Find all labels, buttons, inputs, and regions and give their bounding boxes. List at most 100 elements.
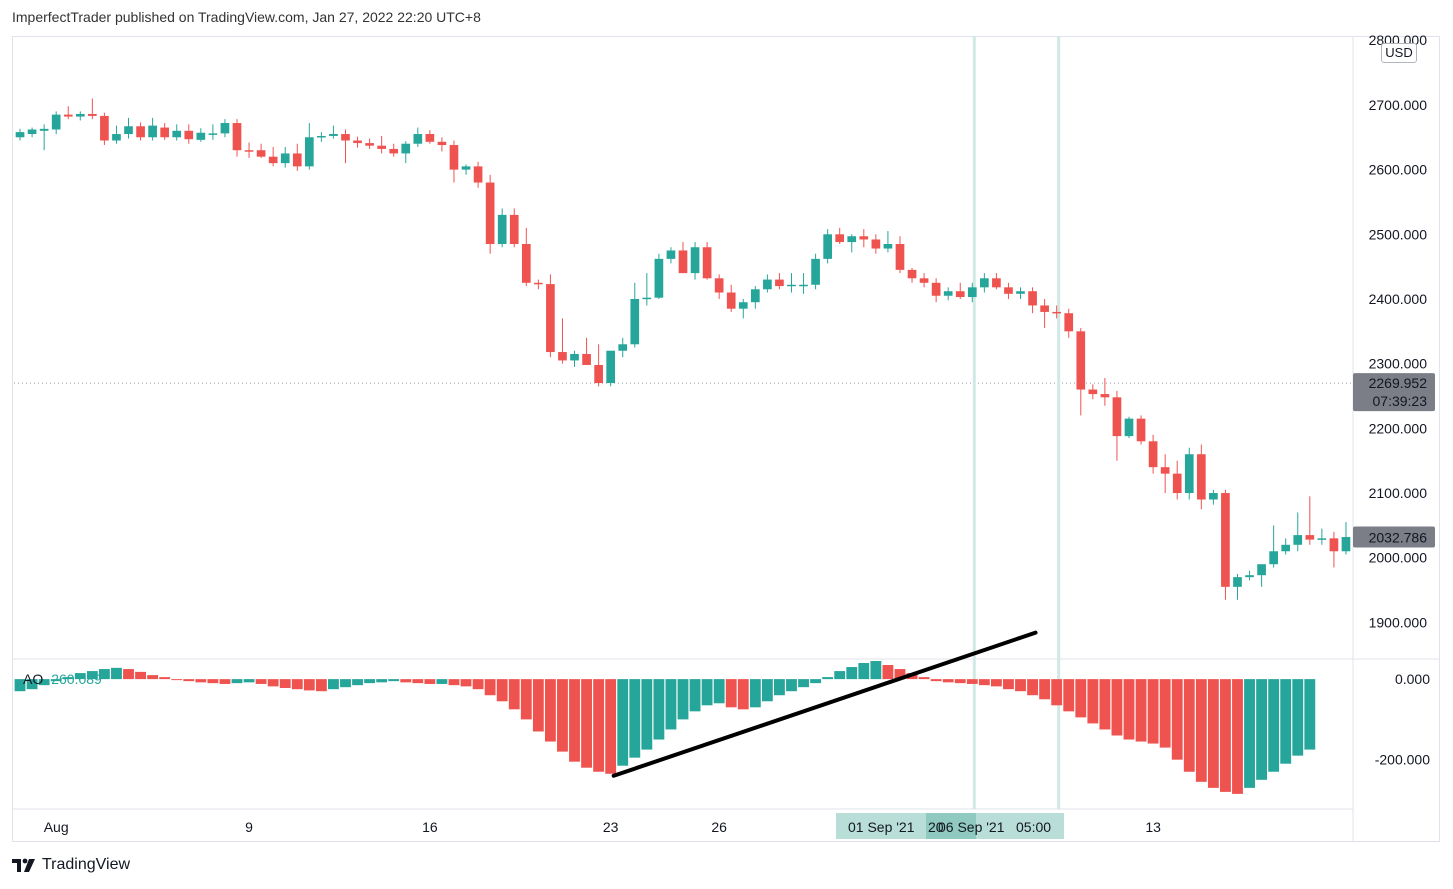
candle-body xyxy=(521,244,531,283)
crosshair-date-2: 06 Sep '21 xyxy=(938,819,1005,835)
candle-body xyxy=(1172,473,1182,494)
candle-body xyxy=(304,137,314,167)
ao-bar xyxy=(761,679,773,702)
candle-body xyxy=(1028,291,1037,306)
candle-body xyxy=(329,134,338,136)
time-tick-label: 13 xyxy=(1145,819,1161,835)
candle-body xyxy=(1124,418,1134,437)
ao-bar xyxy=(412,679,424,684)
marker-price-value: 2032.786 xyxy=(1369,530,1428,546)
time-tick-label: 26 xyxy=(711,819,727,835)
ao-bar xyxy=(183,679,195,682)
ao-bar xyxy=(569,679,580,762)
footer-brand-text: TradingView xyxy=(42,856,131,873)
ao-bar xyxy=(1171,679,1183,760)
candle-body xyxy=(292,153,302,167)
candle-body xyxy=(871,239,881,249)
ao-bar xyxy=(424,679,436,684)
candle-body xyxy=(256,150,266,157)
candle-body xyxy=(546,284,555,353)
candle-body xyxy=(630,298,640,345)
candle-body xyxy=(594,364,603,384)
trend-line xyxy=(611,630,1038,778)
ao-bar xyxy=(713,679,725,704)
chart-frame xyxy=(12,36,1440,842)
ao-bar xyxy=(111,667,122,680)
candles-series xyxy=(15,98,1351,600)
candle-body xyxy=(160,127,170,138)
time-tick-label: 9 xyxy=(245,819,253,835)
candle-body xyxy=(148,125,157,138)
marker-price-badge xyxy=(1353,526,1435,548)
candle-body xyxy=(124,126,133,135)
ao-bar xyxy=(159,677,171,680)
ao-bar xyxy=(1099,679,1111,730)
publish-header: ImperfectTrader published on TradingView… xyxy=(12,9,481,25)
candle-body xyxy=(1257,564,1266,576)
ao-bar xyxy=(484,679,496,696)
ao-bar xyxy=(1147,679,1159,744)
candle-body xyxy=(992,278,1001,288)
ao-bar xyxy=(774,679,785,696)
ao-bar xyxy=(1003,679,1014,690)
ao-bar xyxy=(990,679,1002,687)
candle-body xyxy=(196,132,206,140)
ao-bar xyxy=(1304,679,1316,750)
ao-bar xyxy=(1075,679,1087,718)
candle-body xyxy=(1196,454,1206,500)
candle-body xyxy=(75,113,85,117)
crosshair-date-frag: 20 xyxy=(928,819,944,835)
candle-body xyxy=(280,153,290,164)
ao-bar xyxy=(62,677,74,680)
last-price-countdown: 07:39:23 xyxy=(1373,393,1428,409)
axes: 2800.0002700.0002600.0002500.0002400.000… xyxy=(44,32,1435,839)
ao-bar xyxy=(677,679,689,720)
ao-bar xyxy=(520,679,532,720)
ao-bar xyxy=(195,679,207,683)
ao-bar xyxy=(1207,679,1219,788)
crosshair-time: 05:00 xyxy=(1016,819,1051,835)
candle-body xyxy=(63,114,73,117)
price-tick-label: 2200.000 xyxy=(1369,420,1428,436)
ao-bar xyxy=(737,679,749,710)
price-tick-label: 2000.000 xyxy=(1369,550,1428,566)
ao-bar xyxy=(291,679,303,690)
ao-bar xyxy=(810,679,822,684)
candle-body xyxy=(859,236,869,240)
ao-bar xyxy=(1039,679,1051,700)
ao-bar xyxy=(50,679,62,682)
candle-body xyxy=(353,140,362,144)
price-tick-label: 1900.000 xyxy=(1369,614,1428,630)
ao-bar xyxy=(340,679,351,688)
ao-bar xyxy=(1232,679,1243,794)
candle-body xyxy=(461,166,471,170)
ao-bar xyxy=(14,679,26,692)
ao-bar xyxy=(376,679,388,683)
candle-body xyxy=(1040,305,1049,312)
currency-label[interactable]: USD xyxy=(1381,43,1417,63)
candle-body xyxy=(1221,493,1230,587)
ao-bar xyxy=(171,679,183,681)
ao-bar xyxy=(834,671,846,680)
ao-bar xyxy=(1159,679,1171,748)
candle-body xyxy=(895,244,905,270)
ao-bar xyxy=(918,677,930,680)
ao-bar xyxy=(689,679,701,712)
grid-lines xyxy=(12,36,1440,842)
ao-bar xyxy=(966,679,978,684)
candle-body xyxy=(88,113,97,116)
candle-body xyxy=(618,344,628,351)
ao-bar xyxy=(532,679,544,732)
ao-bar xyxy=(581,679,592,768)
candle-body xyxy=(425,134,435,142)
candle-body xyxy=(980,278,989,288)
candle-body xyxy=(365,143,374,146)
candle-body xyxy=(1052,311,1062,314)
candle-body xyxy=(558,352,567,361)
candle-body xyxy=(726,292,736,309)
candle-body xyxy=(1245,575,1254,578)
footer-brand[interactable]: TradingView xyxy=(12,856,130,874)
ao-bar xyxy=(352,679,363,686)
candle-body xyxy=(268,156,278,164)
